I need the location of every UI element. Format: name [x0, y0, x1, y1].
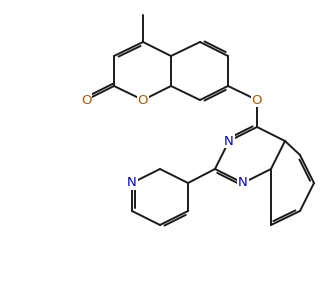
- Text: O: O: [81, 94, 91, 106]
- Text: O: O: [252, 94, 262, 106]
- Text: N: N: [224, 135, 234, 147]
- Text: N: N: [238, 177, 248, 189]
- Text: O: O: [138, 94, 148, 106]
- Text: N: N: [127, 177, 137, 189]
